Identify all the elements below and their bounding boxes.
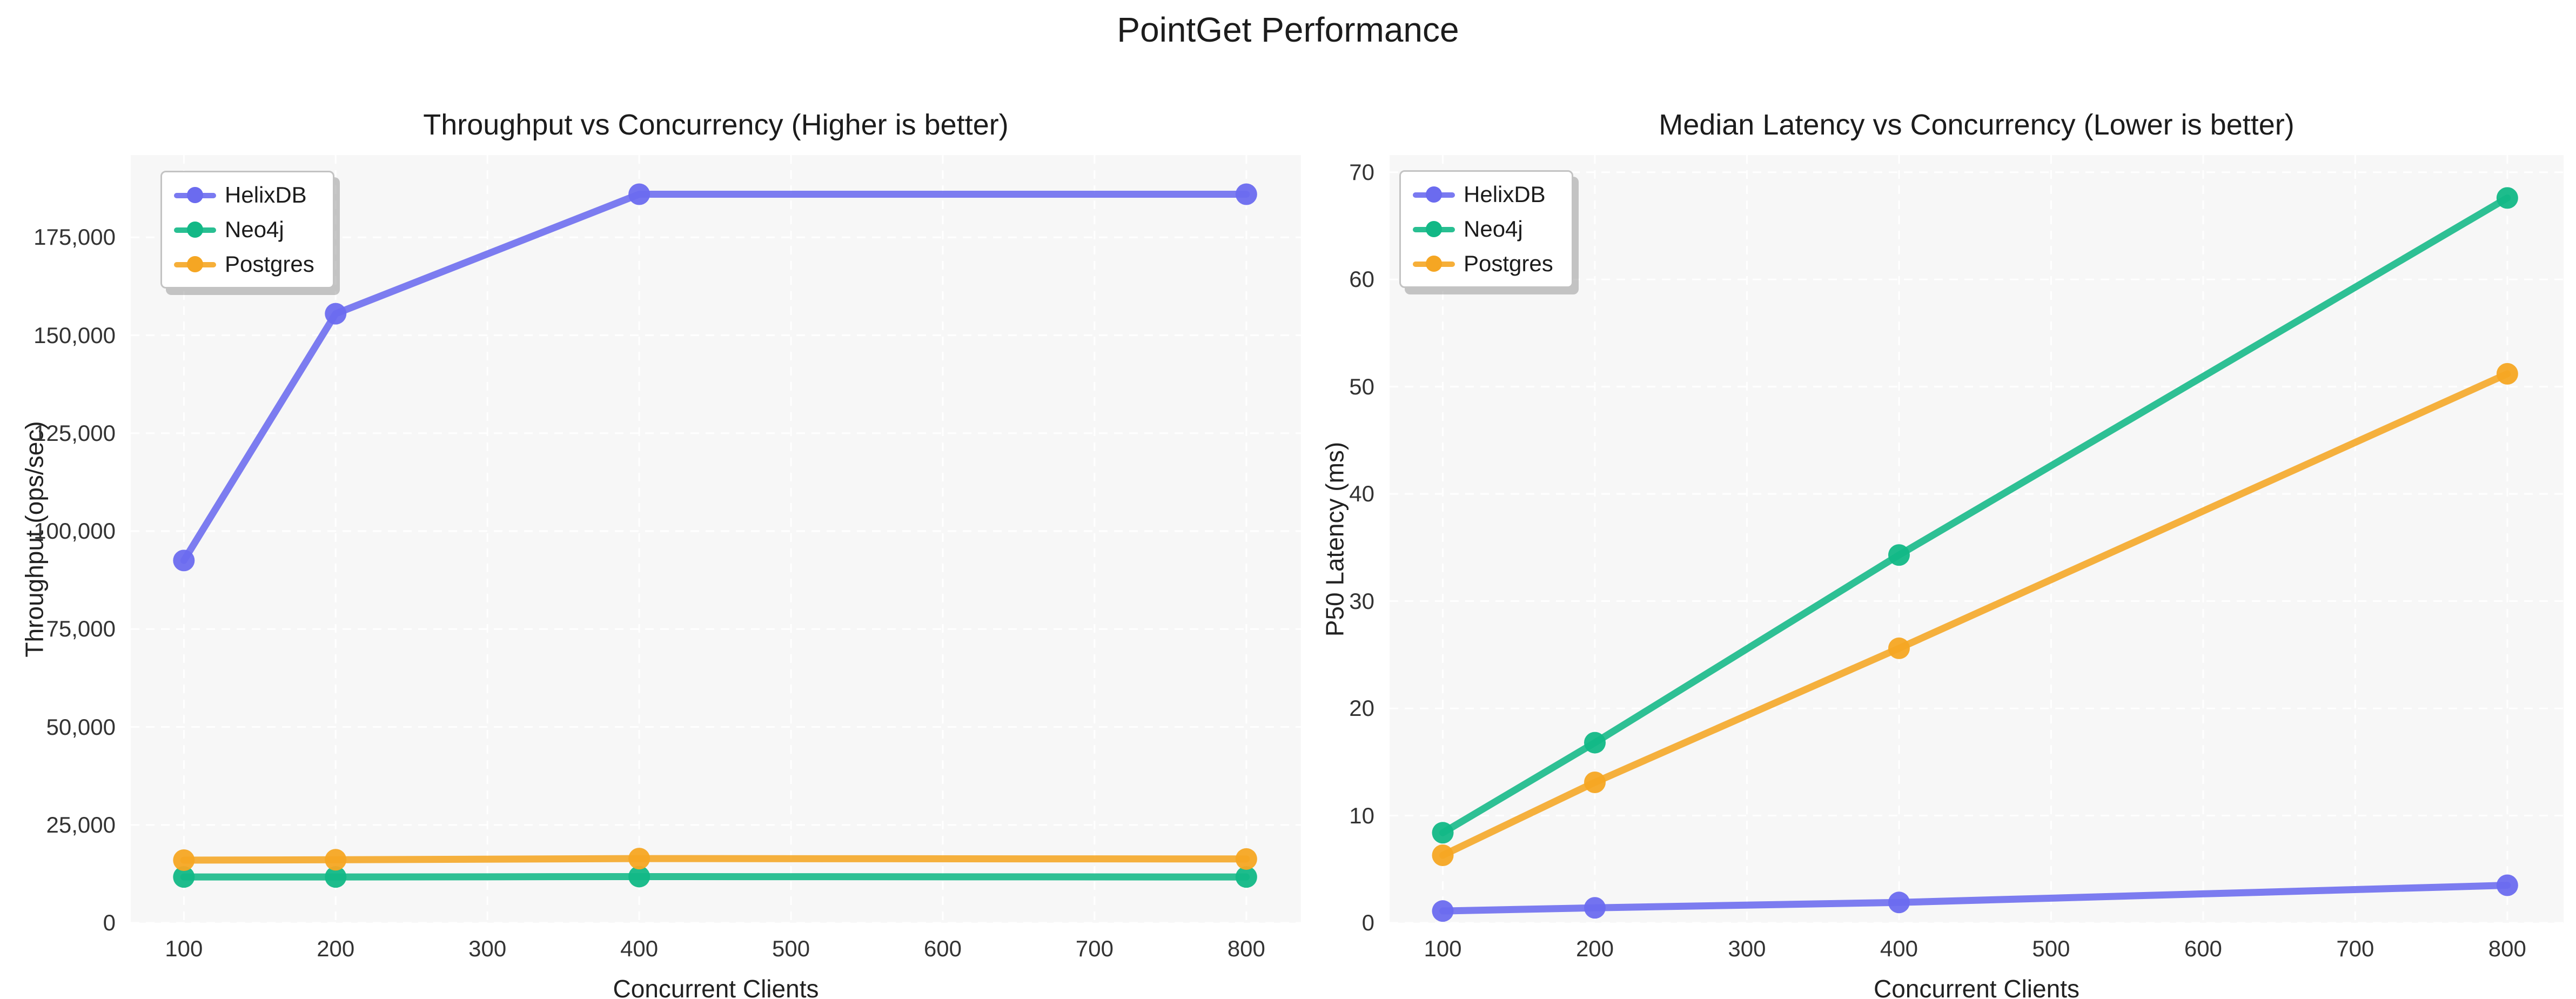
series-line-postgres: [180, 855, 1250, 864]
y-tick-label: 20: [1349, 695, 1374, 721]
legend-item: HelixDB: [1413, 179, 1553, 210]
figure-title: PointGet Performance: [1117, 10, 1459, 49]
legend-marker: [174, 249, 216, 279]
x-axis-label: Concurrent Clients: [1874, 975, 2079, 999]
grid-and-series-svg: [131, 155, 1301, 923]
legend-item-label: HelixDB: [1464, 182, 1546, 207]
legend-marker: [1413, 214, 1455, 244]
y-tick-label: 50,000: [46, 714, 116, 740]
x-tick-label: 700: [1075, 936, 1113, 961]
legend-marker: [1413, 179, 1455, 210]
chart-title: Median Latency vs Concurrency (Lower is …: [1659, 109, 2295, 141]
data-point-postgres: [173, 849, 195, 871]
data-point-postgres: [1888, 637, 1910, 659]
legend-marker: [1413, 249, 1455, 279]
data-point-neo4j: [628, 866, 650, 888]
plot-area: [1390, 155, 2564, 923]
legend-item-label: Neo4j: [1464, 216, 1523, 242]
x-tick-label: 700: [2336, 936, 2374, 961]
series-line-helixdb: [180, 191, 1250, 564]
legend-item: Neo4j: [174, 214, 314, 245]
legend-dot-swatch: [187, 256, 203, 272]
legend-marker: [174, 214, 216, 245]
legend-dot-swatch: [1426, 256, 1442, 272]
data-point-postgres: [628, 848, 650, 870]
data-point-postgres: [2496, 363, 2518, 385]
legend-item-label: Neo4j: [225, 217, 284, 242]
legend-item: HelixDB: [174, 180, 314, 210]
y-tick-label: 70: [1349, 159, 1374, 185]
grid-and-series-svg: [1390, 155, 2564, 923]
data-point-neo4j: [1584, 732, 1606, 754]
data-point-neo4j: [1235, 866, 1257, 888]
y-tick-label: 10: [1349, 802, 1374, 828]
data-point-neo4j: [325, 866, 347, 888]
legend: HelixDB Neo4j Postgres: [160, 171, 334, 289]
legend-item-label: Postgres: [1464, 251, 1553, 276]
y-tick-label: 125,000: [33, 420, 116, 446]
legend-dot-swatch: [187, 222, 203, 238]
data-point-postgres: [325, 849, 347, 871]
data-point-helixdb: [1888, 891, 1910, 914]
y-tick-label: 0: [1361, 910, 1374, 935]
x-tick-label: 600: [2184, 936, 2222, 961]
y-tick-label: 50: [1349, 373, 1374, 399]
legend-marker: [174, 180, 216, 210]
x-tick-label: 300: [468, 936, 507, 961]
x-tick-label: 200: [317, 936, 355, 961]
data-point-helixdb: [1432, 900, 1454, 922]
legend: HelixDB Neo4j Postgres: [1399, 170, 1573, 288]
series-line-neo4j: [180, 873, 1250, 881]
y-tick-label: 40: [1349, 481, 1374, 507]
legend-dot-swatch: [1426, 186, 1442, 203]
y-tick-label: 60: [1349, 266, 1374, 292]
legend-item-label: HelixDB: [225, 182, 307, 207]
data-point-postgres: [1235, 848, 1257, 870]
data-point-helixdb: [173, 549, 195, 572]
y-tick-label: 25,000: [46, 812, 116, 837]
x-axis-label: Concurrent Clients: [613, 975, 819, 999]
y-tick-label: 150,000: [33, 322, 116, 348]
data-point-neo4j: [1888, 544, 1910, 566]
y-tick-label: 100,000: [33, 518, 116, 544]
legend-item: Postgres: [1413, 249, 1553, 279]
y-tick-label: 0: [103, 910, 116, 935]
x-tick-label: 600: [923, 936, 962, 961]
chart-title: Throughput vs Concurrency (Higher is bet…: [423, 109, 1009, 141]
legend-item: Postgres: [174, 249, 314, 279]
data-point-postgres: [1432, 844, 1454, 866]
x-tick-label: 200: [1575, 936, 1614, 961]
y-tick-label: 75,000: [46, 616, 116, 642]
data-point-neo4j: [173, 866, 195, 888]
x-tick-label: 800: [2488, 936, 2526, 961]
data-point-neo4j: [2496, 187, 2518, 209]
series-line-postgres: [1439, 370, 2511, 859]
x-tick-label: 300: [1728, 936, 1766, 961]
x-tick-label: 500: [772, 936, 810, 961]
data-point-helixdb: [628, 183, 650, 205]
x-tick-label: 100: [165, 936, 203, 961]
y-tick-label: 30: [1349, 588, 1374, 614]
data-point-helixdb: [1235, 183, 1257, 205]
data-point-helixdb: [325, 303, 347, 325]
x-tick-label: 400: [1880, 936, 1918, 961]
x-tick-label: 100: [1424, 936, 1462, 961]
x-tick-label: 500: [2032, 936, 2070, 961]
data-point-helixdb: [1584, 897, 1606, 919]
series-line-helixdb: [1439, 882, 2511, 915]
legend-dot-swatch: [1426, 221, 1442, 237]
data-point-helixdb: [2496, 874, 2518, 896]
legend-dot-swatch: [187, 187, 203, 203]
x-tick-label: 800: [1227, 936, 1265, 961]
data-point-neo4j: [1432, 822, 1454, 844]
y-tick-label: 175,000: [33, 224, 116, 250]
legend-item: Neo4j: [1413, 214, 1553, 244]
legend-item-label: Postgres: [225, 251, 314, 277]
series-line-neo4j: [1439, 194, 2511, 836]
data-point-postgres: [1584, 772, 1606, 794]
x-tick-label: 400: [620, 936, 659, 961]
